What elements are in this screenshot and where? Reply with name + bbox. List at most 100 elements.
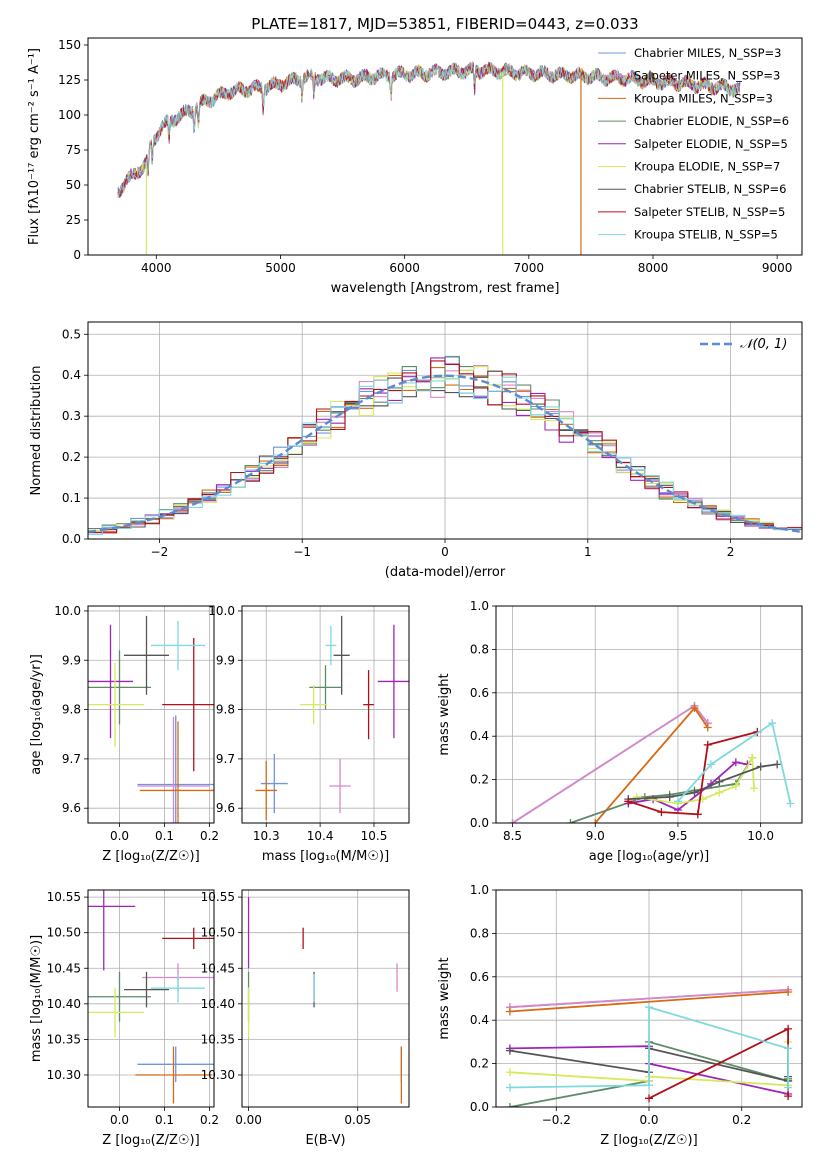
weight-marker [657,808,666,817]
y-tick-label: 0.0 [470,1100,489,1114]
x-axis-label: Z [log₁₀(Z/Z☉)] [102,849,199,864]
weight-marker [645,1094,653,1103]
weight-marker [505,1103,514,1107]
y-tick-label: 10.0 [54,604,81,618]
weight-line [570,757,754,823]
x-axis-label: wavelength [Angstrom, rest frame] [331,281,560,296]
weight-marker [505,1083,514,1092]
legend-label: Salpeter MILES, N_SSP=3 [634,69,780,83]
y-tick-label: 0.4 [470,729,489,743]
y-tick-label: 0.8 [470,926,489,940]
chart-weight-vs-Z: −0.2 0.0 0.2 0.0 0.2 0.4 0.6 0.8 1.0 Z [log₁₀(Z/Z… [437,883,803,1148]
chart-residual-hist: −2 −1 0 1 2 0.0 0.1 0.2 0.3 0.4 0.5 (data-model)/er… [29,321,803,580]
x-tick-label: 0.0 [639,1113,658,1127]
legend-label: Chabrier MILES, N_SSP=3 [634,46,781,60]
y-tick-label: 0.4 [470,1013,489,1027]
axes-frame [495,889,803,1108]
x-tick-label: 9000 [762,261,793,275]
x-tick-label: 1 [584,545,592,559]
chart-age-vs-mass: 10.3 10.4 10.5 9.6 9.7 9.8 9.9 10.0 mass [log₁₀(… [208,604,410,864]
x-tick-label: 0.2 [732,1113,751,1127]
x-tick-label: 0.00 [235,1113,262,1127]
x-axis-label: mass [log₁₀(M/M☉)] [262,849,389,864]
weight-marker [566,819,575,823]
y-axis-label: mass weight [437,673,452,755]
x-axis-label: Z [log₁₀(Z/Z☉)] [102,1133,199,1148]
legend-label: Kroupa MILES, N_SSP=3 [634,91,773,105]
weight-marker [731,758,740,767]
y-tick-label: 100 [58,108,81,122]
y-tick-label: 10.50 [47,926,81,940]
x-tick-label: 0.1 [155,1113,174,1127]
x-tick-label: 0.2 [200,1113,219,1127]
hist-step [88,366,802,531]
weight-marker [505,1007,514,1016]
panels: 4000 5000 6000 7000 8000 9000 0 25 50 75 100 125 150… [27,37,803,1148]
x-tick-label: 9.5 [668,829,687,843]
y-tick-label: 0.2 [470,1057,489,1071]
y-tick-label: 0.1 [62,491,81,505]
legend-label: 𝒩(0, 1) [740,337,787,352]
y-axis-label: mass weight [437,957,452,1039]
weight-marker [640,792,649,801]
weight-marker [715,777,724,786]
hist-step [88,360,802,534]
y-tick-label: 10.40 [201,997,235,1011]
legend-label: Chabrier ELODIE, N_SSP=6 [634,114,789,128]
weight-marker [508,819,517,823]
y-tick-label: 9.8 [216,703,235,717]
spectrum-line [117,62,741,197]
y-tick-label: 0.6 [470,970,489,984]
x-tick-label: 0.0 [110,829,129,843]
weight-marker [784,1083,793,1092]
legend-label: Chabrier STELIB, N_SSP=6 [634,182,786,196]
y-tick-label: 9.9 [216,653,235,667]
x-tick-label: 10.0 [747,829,774,843]
weight-marker [784,987,793,996]
x-tick-label: 10.5 [361,829,388,843]
y-tick-label: 0.4 [62,368,81,382]
weight-marker [731,782,740,791]
y-axis-label: mass [log₁₀(M/M☉)] [29,935,44,1062]
y-tick-label: 10.30 [47,1068,81,1082]
y-tick-label: 10.55 [47,890,81,904]
weight-marker [690,703,699,712]
chart-mass-vs-EBV: 0.00 0.05 10.30 10.35 10.40 10.45 10.50 10.55 E(… [201,889,410,1148]
weight-line [628,731,758,816]
x-tick-label: 8000 [638,261,669,275]
weight-marker [693,810,702,819]
legend-label: Salpeter ELODIE, N_SSP=5 [634,137,788,151]
y-tick-label: 9.6 [62,801,81,815]
x-tick-label: 0.05 [344,1113,371,1127]
y-tick-label: 10.30 [201,1068,235,1082]
y-tick-label: 150 [58,38,81,52]
weight-line [677,721,792,804]
y-tick-label: 0.8 [470,642,489,656]
weight-marker [784,1044,793,1053]
weight-marker [673,797,682,806]
plot-area [247,897,403,1104]
y-tick-label: 10.0 [208,604,235,618]
y-tick-label: 0.3 [62,409,81,423]
x-tick-label: 4000 [141,261,172,275]
y-tick-label: 10.50 [201,926,235,940]
y-tick-label: 0.0 [470,816,489,830]
weight-line [509,988,789,1009]
plot-area [505,985,793,1107]
x-tick-label: 6000 [389,261,420,275]
x-tick-label: 10.4 [307,829,334,843]
weight-marker [505,1046,514,1055]
weight-line [594,706,709,823]
plot-area [88,355,802,535]
axes-frame [87,889,215,1108]
chart-age-vs-Z: 0.0 0.1 0.2 9.6 9.7 9.8 9.9 10.0 Z [log₁₀(Z/Z☉)]… [29,604,219,864]
spectrum-line [117,61,741,198]
y-tick-label: 125 [58,73,81,87]
y-axis-label: Normed distribution [29,366,44,496]
x-tick-label: 0 [441,545,449,559]
legend-label: Salpeter STELIB, N_SSP=5 [634,205,785,219]
y-tick-label: 10.45 [47,961,81,975]
y-tick-label: 9.6 [216,801,235,815]
legend-label: Kroupa STELIB, N_SSP=5 [634,228,778,242]
